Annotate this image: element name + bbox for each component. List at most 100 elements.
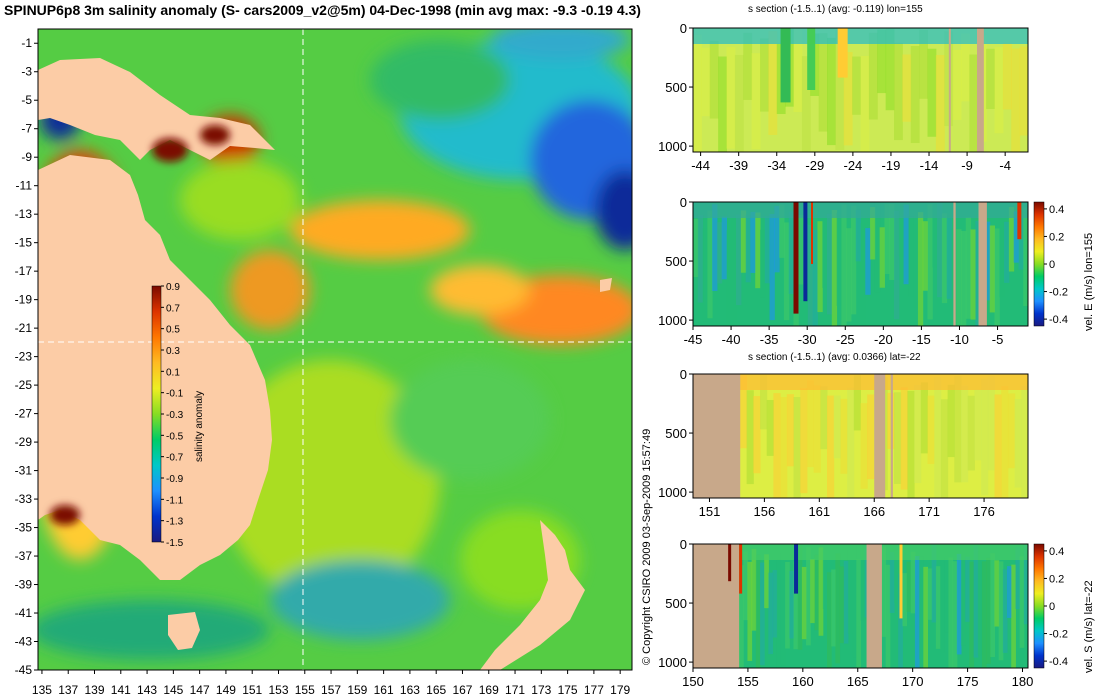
map-y-tick-label: -1 — [21, 36, 32, 50]
section-x-tick-label: 171 — [918, 504, 940, 519]
map-x-tick-label: 147 — [190, 683, 210, 697]
section-x-tick-label: -35 — [760, 332, 779, 347]
section-x-tick-label: -39 — [729, 158, 748, 173]
section-x-tick-label: -20 — [874, 332, 893, 347]
map-y-tick-label: -31 — [15, 464, 33, 478]
section-jet — [899, 544, 903, 619]
section-x-tick-label: -5 — [992, 332, 1004, 347]
section-jet — [739, 544, 743, 594]
map-x-tick-label: 135 — [32, 683, 52, 697]
colorbar-tick-label: -0.7 — [166, 453, 184, 464]
section-x-tick-label: -45 — [684, 332, 703, 347]
section-jet — [803, 202, 808, 302]
section-jet — [728, 544, 732, 582]
section-x-tick-label: -30 — [798, 332, 817, 347]
section-x-tick-label: 155 — [737, 674, 759, 689]
map-y-tick-label: -37 — [15, 549, 33, 563]
map-x-tick-label: 155 — [295, 683, 315, 697]
section-y-tick-label: 1000 — [658, 139, 687, 154]
map-y-tick-label: -11 — [16, 179, 33, 193]
section-y-tick-label: 500 — [665, 426, 687, 441]
section-x-tick-label: -15 — [912, 332, 931, 347]
map-x-tick-label: 169 — [479, 683, 499, 697]
map-x-axis: 135 137 139 141 143 145 147 149 151 153 155 157 159 1… — [32, 670, 631, 697]
velocity-colorbar-tick-label: 0 — [1049, 601, 1055, 613]
section-x-tick-label: -29 — [805, 158, 824, 173]
map-y-tick-label: -43 — [15, 635, 33, 649]
velocity-colorbar-tick-label: 0.4 — [1049, 546, 1064, 558]
section-x-tick-label: 176 — [973, 504, 995, 519]
section-x-tick-label: 150 — [682, 674, 704, 689]
map-x-tick-label: 151 — [242, 683, 262, 697]
colorbar-tick-label: 0.3 — [166, 346, 180, 357]
section-jet — [794, 544, 799, 594]
section-x-tick-label: -34 — [767, 158, 786, 173]
section-x-tick-label: 165 — [847, 674, 869, 689]
section-x-tick-label: -9 — [961, 158, 973, 173]
map-y-tick-label: -5 — [21, 93, 32, 107]
section-x-tick-label: 160 — [792, 674, 814, 689]
map-x-tick-label: 163 — [400, 683, 420, 697]
velocity-colorbar-tick-label: 0 — [1049, 259, 1055, 271]
map-x-tick-label: 171 — [505, 683, 525, 697]
map-x-tick-label: 149 — [216, 683, 236, 697]
map-x-tick-label: 139 — [84, 683, 104, 697]
velocity-colorbar-tick-label: -0.2 — [1049, 287, 1068, 299]
velocity-colorbar-label: vel. E (m/s) lon=155 — [1083, 233, 1095, 331]
section-jet — [811, 202, 814, 264]
map-y-tick-label: -9 — [21, 150, 32, 164]
section-x-tick-label: 166 — [863, 504, 885, 519]
section-y-tick-label: 0 — [680, 195, 687, 210]
section-x-tick-label: -14 — [920, 158, 939, 173]
map-y-tick-label: -33 — [15, 492, 33, 506]
colorbar-tick-label: -0.3 — [166, 410, 184, 421]
section-y-tick-label: 0 — [680, 21, 687, 36]
section-land — [890, 374, 893, 498]
panel3-title: s section (-1.5..1) (avg: 0.0366) lat=-2… — [748, 352, 921, 363]
map-y-tick-label: -27 — [15, 407, 33, 421]
map-x-tick-label: 173 — [531, 683, 551, 697]
salinity-colorbar-label: salinity anomaly — [194, 391, 205, 462]
section-land — [948, 28, 951, 152]
velocity-colorbar-tick-label: -0.4 — [1049, 656, 1068, 668]
section-land — [953, 202, 956, 326]
colorbar-tick-label: -1.1 — [166, 495, 184, 506]
lat-section-salinity: 151 156 161 166 171 176 0 500 1000 — [658, 367, 1029, 519]
map-y-tick-label: -3 — [21, 65, 32, 79]
section-land — [874, 374, 886, 498]
section-y-tick-label: 0 — [680, 367, 687, 382]
section-y-tick-label: 1000 — [658, 655, 687, 670]
map-y-tick-label: -19 — [15, 293, 33, 307]
section-land — [693, 374, 741, 498]
coastal-high-salinity — [50, 125, 230, 525]
colorbar-tick-label: 0.7 — [166, 303, 180, 314]
colorbar-tick-label: -1.5 — [166, 538, 184, 549]
section-x-tick-label: -19 — [882, 158, 901, 173]
section-x-tick-label: 180 — [1012, 674, 1034, 689]
section-x-tick-label: -4 — [999, 158, 1011, 173]
map-y-tick-label: -25 — [15, 378, 33, 392]
section-land — [976, 28, 984, 152]
colorbar-tick-label: 0.1 — [166, 367, 180, 378]
panel1-title: s section (-1.5..1) (avg: -0.119) lon=15… — [748, 4, 923, 15]
section-x-tick-label: -10 — [950, 332, 969, 347]
velocity-colorbar-tick-label: -0.2 — [1049, 629, 1068, 641]
colorbar-tick-label: -0.1 — [166, 389, 184, 400]
map-y-tick-label: -29 — [15, 435, 33, 449]
map-x-tick-label: 175 — [558, 683, 578, 697]
velocity-colorbar-tick-label: 0.2 — [1049, 573, 1064, 585]
salinity-field — [38, 29, 632, 660]
map-y-tick-label: -15 — [15, 236, 33, 250]
velocity-colorbar-label: vel. S (m/s) lat=-22 — [1083, 580, 1095, 673]
map-x-tick-label: 167 — [452, 683, 472, 697]
section-field — [693, 544, 1028, 668]
map-y-tick-label: -35 — [15, 521, 33, 535]
section-x-tick-label: -24 — [843, 158, 862, 173]
section-land — [693, 544, 740, 668]
map-y-tick-label: -39 — [15, 578, 33, 592]
velocity-colorbar-tick-label: 0.2 — [1049, 231, 1064, 243]
velocity-colorbar-tick-label: 0.4 — [1049, 204, 1064, 216]
section-x-tick-label: 161 — [808, 504, 830, 519]
map-x-tick-label: 153 — [268, 683, 288, 697]
figure-title: SPINUP6p8 3m salinity anomaly (S- cars20… — [4, 2, 641, 18]
